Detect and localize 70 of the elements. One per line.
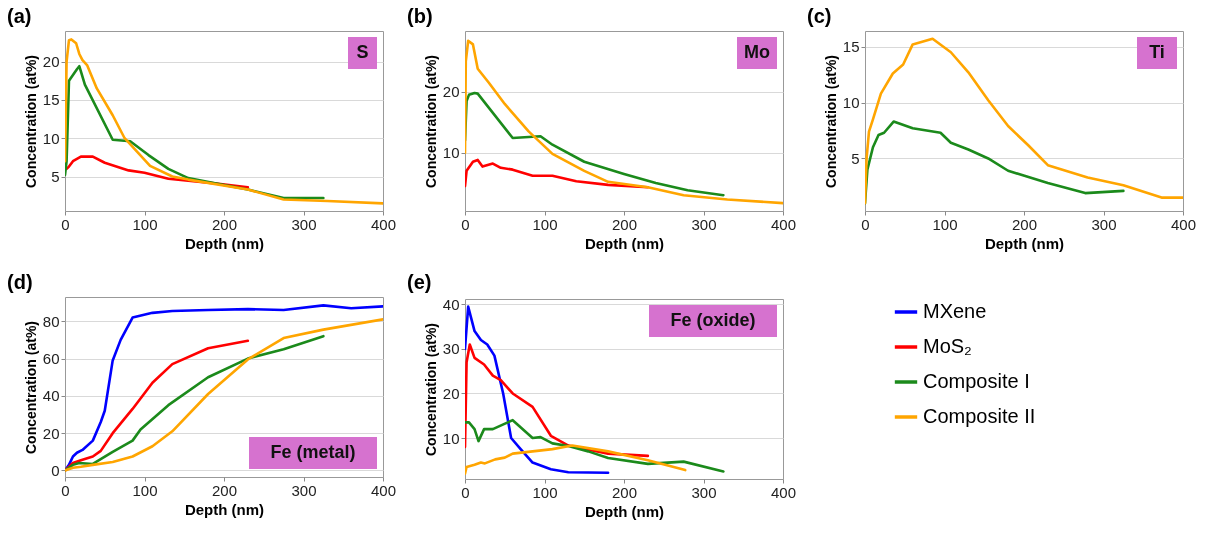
x-tick-label: 300 <box>291 215 317 233</box>
y-tick-label: 15 <box>842 38 860 56</box>
y-tick-label: 15 <box>42 91 60 109</box>
x-tick-label: 200 <box>211 215 238 233</box>
y-tick-label: 30 <box>442 340 460 358</box>
y-tick-label: 5 <box>851 149 860 167</box>
line-series <box>465 305 610 475</box>
y-tick-label: 20 <box>42 53 60 71</box>
x-tick-label: 400 <box>370 481 397 499</box>
y-tick-label: 10 <box>42 129 60 147</box>
legend-label: Composite II <box>923 405 1036 427</box>
y-axis-title: Concentration (at%) <box>422 55 439 188</box>
x-tick-label: 100 <box>132 481 158 499</box>
line-series <box>465 158 650 189</box>
y-tick-label: 10 <box>442 429 460 447</box>
y-tick-label: 60 <box>42 350 60 368</box>
x-tick-label: 300 <box>691 483 717 501</box>
legend-label: MoS₂ <box>923 335 972 357</box>
x-tick-label: 300 <box>291 481 317 499</box>
x-tick-label: 200 <box>211 481 238 499</box>
chart-title: (d) <box>7 271 33 293</box>
line-series <box>65 38 383 205</box>
line-series <box>465 418 725 473</box>
x-tick-label: 400 <box>370 215 397 233</box>
x-axis-title: Depth (nm) <box>184 234 265 252</box>
line-series <box>465 39 783 205</box>
x-tick-label: 300 <box>691 215 717 233</box>
y-tick-label: 20 <box>42 424 60 442</box>
y-tick-label: 40 <box>42 387 60 405</box>
y-axis-title: Concentration (at%) <box>22 321 39 454</box>
y-tick-label: 0 <box>51 461 60 479</box>
x-tick-label: 100 <box>132 215 158 233</box>
legend-label: MXene <box>923 300 987 322</box>
x-tick-label: 200 <box>1011 215 1038 233</box>
chart-title: (b) <box>407 5 433 27</box>
line-series <box>65 339 250 472</box>
x-tick-label: 100 <box>532 215 558 233</box>
x-tick-label: 100 <box>532 483 558 501</box>
y-tick-label: 20 <box>442 384 460 402</box>
line-series <box>465 444 687 475</box>
y-tick-label: 5 <box>51 168 60 186</box>
annotation: Fe (metal) <box>270 442 356 462</box>
y-axis-title: Concentration (at%) <box>22 55 39 188</box>
x-axis-title: Depth (nm) <box>584 502 665 520</box>
y-axis-title: Concentration (at%) <box>822 55 839 188</box>
legend-label: Composite I <box>923 370 1030 392</box>
x-tick-label: 400 <box>1170 215 1197 233</box>
y-tick-label: 40 <box>442 295 460 313</box>
x-tick-label: 200 <box>611 215 638 233</box>
x-tick-label: 400 <box>770 215 797 233</box>
annotation: Ti <box>1149 42 1165 62</box>
chart-title: (c) <box>807 5 832 27</box>
chart-title: (a) <box>7 5 32 27</box>
annotation: Mo <box>744 42 770 62</box>
y-tick-label: 10 <box>842 94 860 112</box>
x-axis-title: Depth (nm) <box>584 234 665 252</box>
y-tick-label: 20 <box>442 83 460 101</box>
x-axis-title: Depth (nm) <box>984 234 1065 252</box>
x-tick-label: 300 <box>1091 215 1117 233</box>
line-series <box>865 37 1183 205</box>
x-tick-label: 400 <box>770 483 797 501</box>
y-axis-title: Concentration (at%) <box>422 323 439 456</box>
x-axis-title: Depth (nm) <box>184 500 265 518</box>
annotation: S <box>356 42 369 62</box>
chart-title: (e) <box>407 271 432 294</box>
y-tick-label: 10 <box>442 144 460 162</box>
x-tick-label: 200 <box>611 483 638 501</box>
x-tick-label: 100 <box>932 215 958 233</box>
annotation: Fe (oxide) <box>670 310 756 330</box>
y-tick-label: 80 <box>42 312 60 330</box>
